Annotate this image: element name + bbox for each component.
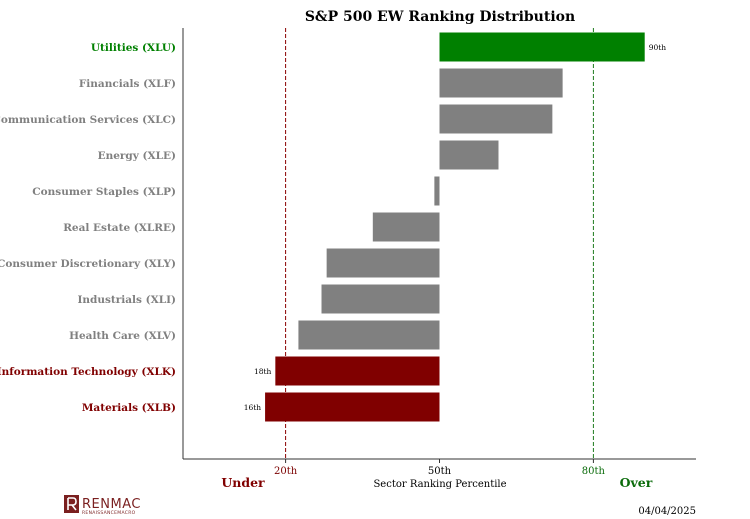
logo-name: RENMAC [82,497,141,512]
bar-9 [275,356,440,386]
data-label-10: 16th [244,403,262,412]
date-stamp: 04/04/2025 [638,506,696,517]
bar-7 [321,284,440,314]
bar-1 [439,68,563,98]
category-label-5: Real Estate (XLRE) [63,222,176,234]
x-tick-label-0: 20th [274,466,298,477]
logo-mark-glyph [67,497,77,511]
bar-8 [298,320,440,350]
category-label-4: Consumer Staples (XLP) [32,186,176,198]
bar-0 [439,32,645,62]
category-label-7: Industrials (XLI) [77,294,176,306]
x-tick-label-2: 80th [582,466,606,477]
category-labels: Utilities (XLU) Financials (XLF) Communica… [0,42,176,414]
bar-10 [265,392,440,422]
bar-5 [372,212,440,242]
data-label-9: 18th [254,367,272,376]
bar-2 [439,104,553,134]
over-label: Over [620,475,653,490]
bar-4 [434,176,440,206]
x-axis-label: Sector Ranking Percentile [373,479,506,490]
logo-subtitle: RENAISSANCEMACRO [82,510,136,516]
category-label-3: Energy (XLE) [98,150,176,162]
bar-6 [326,248,440,278]
data-label-0: 90th [649,43,667,52]
bars [265,32,645,422]
chart-title: S&P 500 EW Ranking Distribution [305,9,575,25]
category-label-8: Health Care (XLV) [69,330,176,342]
category-label-2: Communication Services (XLC) [0,114,176,126]
category-label-10: Materials (XLB) [82,402,176,414]
renmac-logo: RENMAC RENAISSANCEMACRO [64,495,141,516]
x-axis-ticks: 20th 50th 80th [274,459,606,477]
category-label-6: Consumer Discretionary (XLY) [0,258,176,270]
under-label: Under [221,475,265,490]
data-labels: 90th 18th 16th [244,43,667,412]
category-label-1: Financials (XLF) [79,78,176,90]
x-tick-label-1: 50th [428,466,452,477]
category-label-9: Information Technology (XLK) [0,366,176,378]
bar-3 [439,140,499,170]
category-label-0: Utilities (XLU) [91,42,176,54]
